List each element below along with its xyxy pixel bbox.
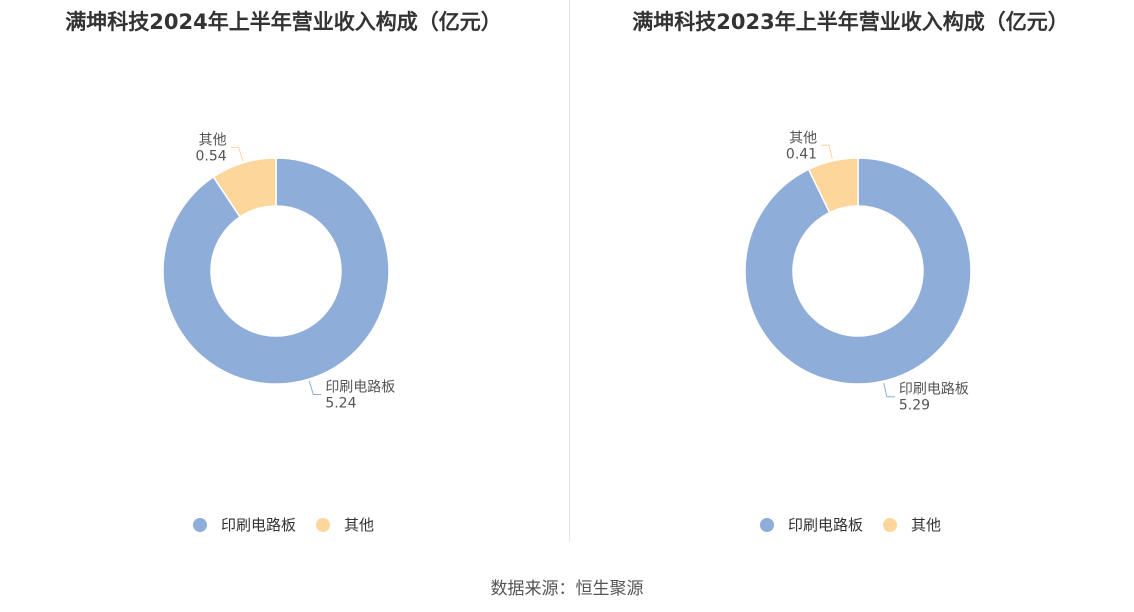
label-leader-line xyxy=(308,380,322,395)
legend-label: 其他 xyxy=(344,516,375,534)
legend-dot-other xyxy=(316,517,330,532)
chart-panel-2024: 满坤科技2024年上半年营业收入构成（亿元） 印刷电路板 5.24 其他 0.54 印… xyxy=(0,0,567,545)
label-leader-line xyxy=(821,144,833,160)
chart-legend: 印刷电路板 其他 xyxy=(567,514,1134,535)
label-leader-line xyxy=(230,147,244,162)
legend-dot-pcb xyxy=(759,517,774,532)
slice-label-name: 印刷电路板 xyxy=(325,379,395,395)
panel-divider xyxy=(569,0,570,542)
legend-label: 其他 xyxy=(911,516,942,534)
slice-other[interactable] xyxy=(807,157,859,214)
legend-item-other[interactable]: 其他 xyxy=(316,514,374,535)
slice-label-name: 其他 xyxy=(199,133,227,149)
slice-pcb[interactable] xyxy=(162,157,390,385)
slice-label-value: 5.24 xyxy=(325,395,356,411)
slice-label-value: 5.29 xyxy=(899,398,930,414)
label-leader-line xyxy=(883,382,895,398)
legend-dot-pcb xyxy=(192,517,207,532)
chart-legend: 印刷电路板 其他 xyxy=(0,514,567,535)
chart-title: 满坤科技2024年上半年营业收入构成（亿元） xyxy=(65,10,502,34)
legend-dot-other xyxy=(883,517,897,532)
legend-item-pcb[interactable]: 印刷电路板 xyxy=(759,514,863,535)
legend-item-other[interactable]: 其他 xyxy=(883,514,941,535)
data-source: 数据来源：恒生聚源 xyxy=(490,579,644,599)
slice-label-name: 印刷电路板 xyxy=(899,382,969,398)
legend-label: 印刷电路板 xyxy=(220,516,296,534)
chart-panel-2023: 满坤科技2023年上半年营业收入构成（亿元） 印刷电路板 5.29 其他 0.41 印… xyxy=(567,0,1134,545)
slice-other[interactable] xyxy=(212,157,277,218)
legend-item-pcb[interactable]: 印刷电路板 xyxy=(192,514,296,535)
legend-label: 印刷电路板 xyxy=(787,516,863,534)
chart-title: 满坤科技2023年上半年营业收入构成（亿元） xyxy=(632,10,1069,34)
slice-label-value: 0.54 xyxy=(196,149,227,165)
slice-label-value: 0.41 xyxy=(786,146,817,162)
slice-label-name: 其他 xyxy=(789,130,817,146)
slice-pcb[interactable] xyxy=(744,157,972,385)
